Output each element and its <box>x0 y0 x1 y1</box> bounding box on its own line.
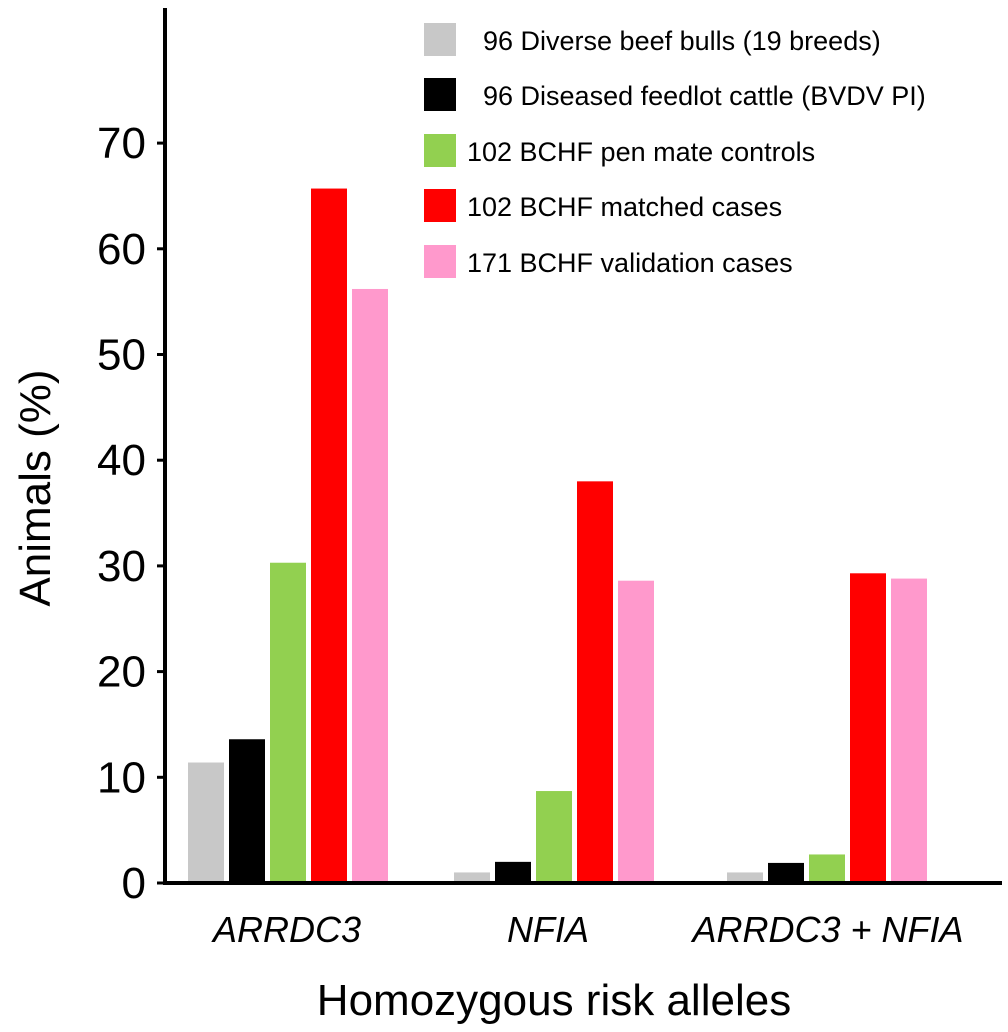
y-ticks-layer: 0 10 20 30 40 50 60 70 <box>97 119 165 908</box>
bar <box>768 862 804 883</box>
bar <box>352 288 388 883</box>
legend-swatch <box>424 245 456 278</box>
y-tick-label: 0 <box>122 859 146 908</box>
legend: 96 Diverse beef bulls (19 breeds) 96 Dise… <box>424 23 926 278</box>
bar <box>618 580 654 883</box>
bar <box>891 578 927 883</box>
bar <box>809 854 845 883</box>
legend-label: 102 BCHF pen mate controls <box>467 137 815 167</box>
x-category-label: NFIA <box>507 909 589 950</box>
axes-layer <box>163 8 1002 885</box>
legend-label: 171 BCHF validation cases <box>467 248 793 278</box>
bar <box>311 188 347 883</box>
legend-swatch <box>424 23 456 56</box>
y-tick-label: 10 <box>97 753 146 802</box>
x-category-label: ARRDC3 <box>211 909 361 950</box>
bar <box>850 573 886 883</box>
bar <box>454 872 490 883</box>
y-tick-label: 60 <box>97 225 146 274</box>
legend-label: 96 Diverse beef bulls (19 breeds) <box>483 26 881 56</box>
bar <box>188 762 224 883</box>
y-tick-label: 50 <box>97 331 146 380</box>
bar <box>229 739 265 883</box>
y-tick-label: 40 <box>97 436 146 485</box>
legend-swatch <box>424 189 456 222</box>
bar <box>270 562 306 883</box>
bars-layer <box>188 188 927 883</box>
y-tick-label: 70 <box>97 119 146 168</box>
y-tick-label: 20 <box>97 648 146 697</box>
x-categories-layer: ARRDC3 NFIA ARRDC3 + NFIA <box>211 909 964 950</box>
bar <box>577 481 613 883</box>
y-axis-title: Animals (%) <box>11 369 60 606</box>
legend-swatch <box>424 134 456 167</box>
y-tick-label: 30 <box>97 542 146 591</box>
legend-label: 102 BCHF matched cases <box>467 192 782 222</box>
x-axis-title: Homozygous risk alleles <box>317 976 791 1025</box>
legend-swatch <box>424 78 456 111</box>
x-category-label: ARRDC3 + NFIA <box>690 909 963 950</box>
legend-label: 96 Diseased feedlot cattle (BVDV PI) <box>483 81 926 111</box>
bar <box>727 872 763 883</box>
bar <box>536 791 572 883</box>
bar <box>495 861 531 883</box>
